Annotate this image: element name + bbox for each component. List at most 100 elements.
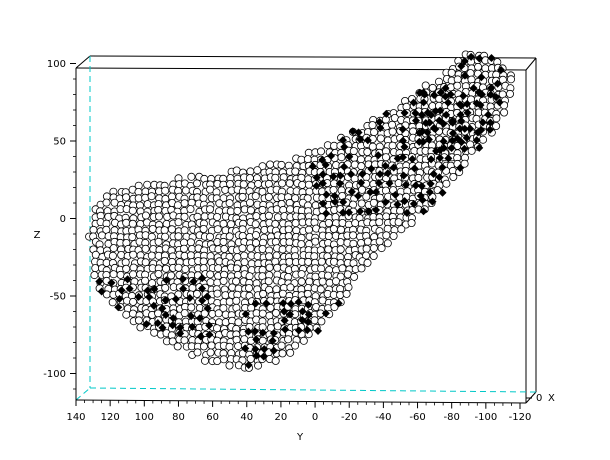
- data-point-circle: [370, 128, 379, 137]
- y-axis-tick-label: 80: [172, 412, 185, 423]
- data-point-circle: [122, 264, 131, 273]
- data-point-diamond: [117, 286, 126, 295]
- data-point-diamond: [477, 73, 486, 82]
- data-point-diamond: [338, 136, 347, 145]
- data-point-circle: [233, 253, 242, 262]
- data-point-circle: [173, 342, 182, 351]
- data-point-circle: [478, 135, 487, 144]
- data-point-diamond: [455, 100, 464, 109]
- data-point-diamond: [411, 181, 420, 190]
- data-point-diamond: [344, 208, 353, 217]
- data-point-circle: [474, 62, 483, 71]
- data-point-circle: [108, 298, 117, 307]
- data-point-circle: [407, 218, 416, 227]
- data-point-circle: [90, 271, 99, 280]
- data-point-diamond: [252, 351, 261, 360]
- data-point-circle: [273, 322, 282, 331]
- data-point-circle: [160, 226, 169, 235]
- data-point-circle: [284, 225, 293, 234]
- data-point-circle: [388, 120, 397, 129]
- data-point-circle: [226, 220, 235, 229]
- data-point-diamond: [435, 173, 444, 182]
- data-point-diamond: [198, 284, 207, 293]
- data-point-diamond: [427, 110, 436, 120]
- data-point-diamond: [329, 172, 338, 181]
- data-point-diamond: [169, 314, 178, 323]
- data-point-circle: [304, 180, 313, 189]
- data-point-circle: [206, 270, 215, 279]
- data-point-diamond: [436, 146, 445, 155]
- data-point-diamond: [442, 110, 451, 119]
- data-point-circle: [179, 244, 188, 253]
- data-point-diamond: [107, 278, 116, 287]
- data-point-diamond: [475, 88, 484, 97]
- data-point-circle: [357, 238, 366, 247]
- data-point-diamond: [409, 199, 418, 208]
- data-point-circle: [330, 303, 339, 312]
- data-point-circle: [258, 244, 267, 253]
- data-point-circle: [357, 185, 366, 194]
- data-point-diamond: [463, 99, 472, 108]
- data-point-circle: [206, 348, 215, 357]
- data-point-circle: [285, 179, 294, 188]
- data-point-circle: [181, 265, 190, 274]
- data-point-circle: [336, 290, 345, 299]
- data-point-circle: [212, 324, 221, 333]
- data-point-diamond: [417, 182, 426, 191]
- data-point-circle: [199, 342, 208, 351]
- data-point-diamond: [196, 332, 205, 341]
- data-point-circle: [492, 114, 501, 123]
- data-point-diamond: [419, 137, 428, 146]
- data-point-diamond: [318, 170, 327, 179]
- data-point-circle: [128, 233, 137, 242]
- data-point-circle: [363, 258, 372, 267]
- data-point-circle: [357, 264, 366, 273]
- data-point-diamond: [205, 321, 214, 330]
- data-point-circle: [116, 270, 125, 279]
- data-point-diamond: [286, 299, 295, 308]
- data-point-diamond: [425, 188, 434, 197]
- data-point-diamond: [285, 310, 295, 319]
- y-axis-tick-label: 0: [312, 412, 318, 423]
- data-point-diamond: [430, 91, 439, 100]
- data-point-diamond: [97, 287, 106, 296]
- data-point-diamond: [327, 151, 336, 160]
- data-point-circle: [161, 186, 170, 195]
- data-point-circle: [148, 224, 157, 233]
- data-point-circle: [357, 199, 366, 208]
- data-point-circle: [329, 257, 338, 266]
- data-point-diamond: [411, 109, 420, 118]
- data-point-diamond: [262, 299, 271, 308]
- data-point-circle: [122, 193, 131, 202]
- data-point-circle: [188, 283, 197, 292]
- data-point-diamond: [123, 275, 132, 284]
- data-point-circle: [167, 271, 176, 280]
- data-point-circle: [349, 147, 358, 156]
- data-point-diamond: [400, 142, 409, 151]
- data-point-diamond: [438, 188, 447, 197]
- data-point-circle: [278, 179, 287, 188]
- data-point-diamond: [372, 187, 381, 196]
- data-point-diamond: [448, 116, 457, 125]
- x-axis-tick-label: 0: [536, 393, 542, 404]
- data-point-circle: [233, 206, 242, 215]
- y-axis-tick-label: -80: [444, 412, 460, 423]
- y-axis-tick-label: -60: [409, 412, 425, 423]
- x-axis-label: X: [548, 393, 555, 404]
- data-point-circle: [246, 354, 255, 363]
- data-point-diamond: [472, 136, 481, 145]
- data-point-diamond: [304, 317, 313, 326]
- data-point-circle: [336, 225, 345, 234]
- data-point-circle: [150, 328, 159, 337]
- data-point-diamond: [492, 93, 501, 102]
- data-point-circle: [129, 250, 138, 259]
- data-point-circle: [383, 239, 392, 248]
- data-point-circle: [492, 122, 501, 131]
- data-point-diamond: [418, 196, 427, 205]
- data-point-diamond: [463, 108, 472, 117]
- data-point-diamond: [486, 90, 495, 99]
- data-point-circle: [225, 297, 234, 306]
- data-point-diamond: [419, 98, 428, 107]
- data-point-circle: [219, 355, 228, 364]
